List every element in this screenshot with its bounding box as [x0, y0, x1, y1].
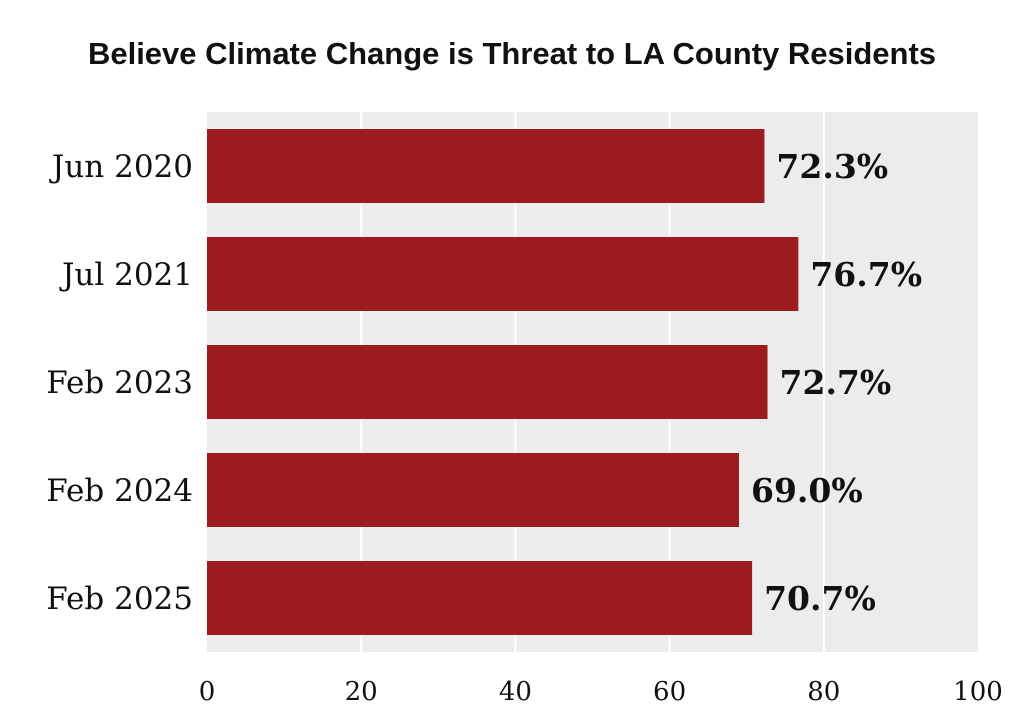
category-label: Jun 2020 [49, 149, 193, 185]
category-label: Feb 2023 [46, 365, 193, 401]
chart-title: Believe Climate Change is Threat to LA C… [87, 36, 937, 71]
category-label: Feb 2024 [46, 473, 193, 509]
bar [207, 129, 765, 203]
category-label: Feb 2025 [46, 581, 193, 617]
category-label: Jul 2021 [59, 257, 193, 293]
bar [207, 561, 753, 635]
x-tick-label: 40 [499, 677, 532, 707]
data-label: 69.0% [751, 471, 863, 510]
bar [207, 237, 799, 311]
x-tick-label: 80 [807, 677, 840, 707]
x-tick-label: 0 [199, 677, 216, 707]
x-tick-label: 60 [653, 677, 686, 707]
x-tick-label: 20 [345, 677, 378, 707]
bar [207, 453, 739, 527]
bar [207, 345, 768, 419]
data-label: 70.7% [764, 579, 876, 618]
x-tick-label: 100 [953, 677, 1003, 707]
data-label: 72.3% [776, 147, 888, 186]
data-label: 72.7% [780, 363, 892, 402]
bars [207, 129, 799, 635]
data-label: 76.7% [810, 255, 922, 294]
labels: 0 20 40 60 80 100 Jun 2020 72.3% Jul 2021 76.7% Fe… [46, 147, 1003, 707]
